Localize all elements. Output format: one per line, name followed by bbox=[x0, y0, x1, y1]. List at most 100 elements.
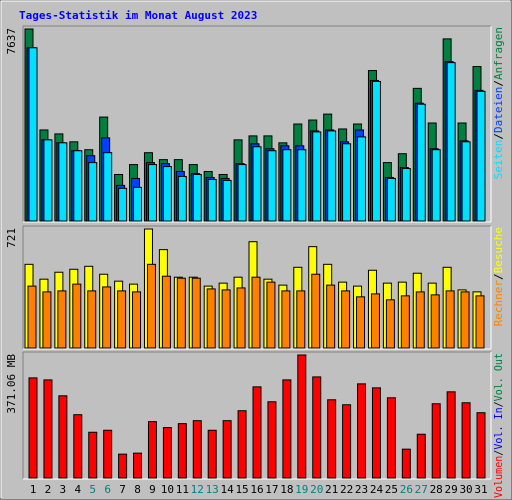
bar bbox=[341, 290, 351, 349]
bar bbox=[460, 291, 470, 349]
x-tick-label: 9 bbox=[149, 483, 156, 496]
x-tick-label: 28 bbox=[430, 483, 443, 496]
bar bbox=[431, 403, 441, 479]
bar bbox=[72, 283, 82, 349]
bar bbox=[177, 423, 187, 479]
bar bbox=[476, 412, 486, 479]
x-tick-label: 17 bbox=[265, 483, 278, 496]
bar bbox=[88, 162, 98, 222]
bar bbox=[297, 149, 307, 222]
bar bbox=[237, 410, 247, 479]
x-tick-label: 13 bbox=[206, 483, 219, 496]
bar bbox=[146, 263, 156, 349]
legend: Rechner/Besuche bbox=[492, 227, 505, 326]
x-tick-label: 18 bbox=[280, 483, 293, 496]
bar bbox=[222, 179, 232, 222]
x-tick-label: 7 bbox=[119, 483, 126, 496]
bar bbox=[43, 379, 53, 479]
bar bbox=[446, 391, 456, 479]
bar bbox=[282, 149, 292, 222]
legend-entry: Besuche bbox=[492, 227, 505, 273]
bar bbox=[207, 429, 217, 479]
bar bbox=[191, 277, 201, 349]
bar bbox=[87, 290, 97, 349]
bar bbox=[58, 395, 68, 479]
bar bbox=[28, 377, 38, 479]
x-tick-label: 19 bbox=[295, 483, 308, 496]
bar bbox=[357, 383, 367, 479]
legend-entry: Volumen bbox=[492, 456, 505, 498]
bar bbox=[237, 164, 247, 222]
bar bbox=[192, 173, 202, 222]
bar bbox=[28, 47, 38, 222]
bar bbox=[117, 290, 127, 349]
bar bbox=[252, 146, 262, 222]
bar bbox=[118, 453, 128, 479]
x-tick-label: 24 bbox=[370, 483, 384, 496]
bar bbox=[133, 186, 143, 222]
x-tick-label: 25 bbox=[385, 483, 398, 496]
bar bbox=[236, 287, 246, 349]
bar bbox=[445, 290, 455, 349]
bar bbox=[251, 276, 261, 349]
bar bbox=[222, 420, 232, 479]
bar bbox=[311, 273, 321, 349]
x-tick-label: 23 bbox=[355, 483, 368, 496]
bar bbox=[416, 433, 426, 479]
bar bbox=[476, 90, 486, 222]
bar bbox=[27, 285, 37, 349]
bar bbox=[401, 168, 411, 222]
y-tick-label: 371.06 MB bbox=[5, 354, 18, 414]
bar bbox=[327, 130, 337, 222]
bar bbox=[221, 289, 231, 349]
bar bbox=[312, 376, 322, 479]
bar bbox=[42, 291, 52, 349]
bar bbox=[267, 150, 277, 222]
bar bbox=[401, 448, 411, 479]
bar bbox=[327, 399, 337, 479]
x-tick-label: 20 bbox=[310, 483, 323, 496]
bar bbox=[267, 401, 277, 479]
legend-separator: / bbox=[492, 133, 505, 140]
bar bbox=[371, 387, 381, 479]
x-tick-label: 21 bbox=[325, 483, 338, 496]
bar bbox=[386, 397, 396, 479]
bar bbox=[430, 294, 440, 349]
legend-separator: / bbox=[492, 273, 505, 280]
x-tick-label: 22 bbox=[340, 483, 353, 496]
bar bbox=[102, 286, 112, 349]
bar bbox=[147, 164, 157, 222]
x-tick-label: 29 bbox=[445, 483, 458, 496]
bar bbox=[73, 150, 83, 222]
chart-title: Tages-Statistik im Monat August 2023 bbox=[19, 9, 257, 22]
bar bbox=[446, 62, 456, 222]
x-tick-label: 6 bbox=[104, 483, 111, 496]
x-tick-label: 2 bbox=[45, 483, 52, 496]
bar bbox=[206, 288, 216, 349]
x-tick-label: 31 bbox=[474, 483, 487, 496]
legend-separator: / bbox=[492, 80, 505, 87]
bar bbox=[133, 452, 143, 479]
bar bbox=[266, 281, 276, 349]
legend-entry: Anfragen bbox=[492, 27, 505, 80]
legend: Seiten/Dateien/Anfragen bbox=[492, 27, 505, 179]
bar bbox=[296, 290, 306, 349]
x-tick-label: 11 bbox=[176, 483, 189, 496]
bar bbox=[461, 141, 471, 222]
x-tick-label: 26 bbox=[400, 483, 413, 496]
bar bbox=[371, 80, 381, 222]
bar bbox=[342, 143, 352, 222]
legend-entry: Vol. Out bbox=[492, 353, 505, 401]
bar bbox=[461, 402, 471, 479]
bar bbox=[103, 429, 113, 479]
bar bbox=[400, 295, 410, 349]
bar bbox=[475, 295, 485, 349]
x-tick-label: 12 bbox=[191, 483, 204, 496]
bar bbox=[385, 299, 395, 349]
bar bbox=[207, 178, 217, 222]
x-tick-label: 30 bbox=[459, 483, 472, 496]
x-tick-label: 5 bbox=[89, 483, 96, 496]
legend-entry: Seiten bbox=[492, 140, 505, 180]
bar bbox=[176, 277, 186, 349]
